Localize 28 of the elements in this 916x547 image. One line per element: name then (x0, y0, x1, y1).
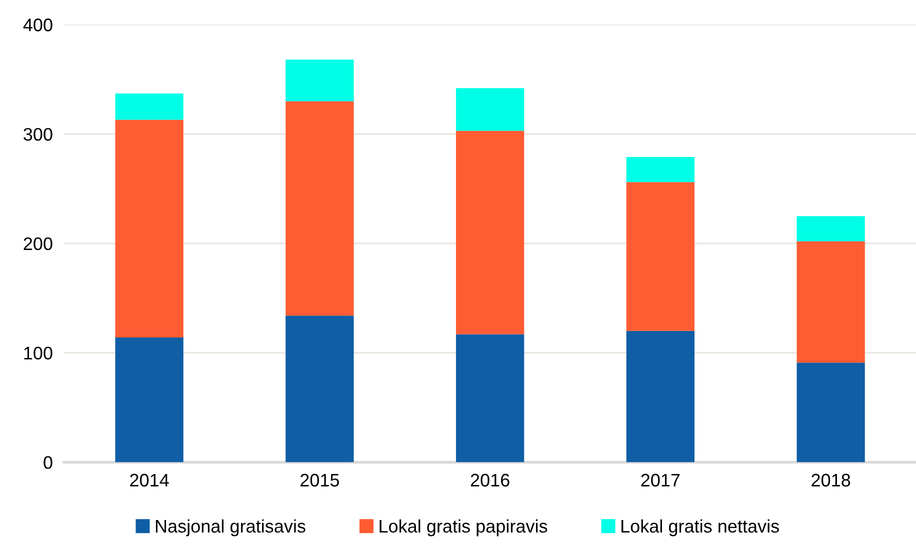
bar (456, 130, 524, 334)
legend-label: Lokal gratis nettavis (622, 519, 779, 536)
y-tick-label: 400 (23, 18, 52, 32)
bar (286, 101, 354, 316)
bar (796, 362, 865, 462)
y-tick-label: 300 (24, 128, 52, 141)
bar (626, 330, 695, 462)
bar (286, 316, 354, 462)
legend-label: Lokal gratis papiravis (380, 519, 548, 536)
bar (626, 156, 695, 182)
x-tick-label: 2016 (470, 474, 510, 487)
bar (115, 94, 184, 120)
legend-label: Nasjonal gratisavis (156, 519, 306, 536)
x-tick-label: 2017 (641, 474, 680, 487)
bar (115, 120, 184, 338)
y-tick-label: 100 (24, 346, 52, 360)
x-tick-label: 2015 (300, 474, 340, 487)
x-tick-label: 2018 (812, 474, 850, 487)
bar (115, 338, 184, 462)
bar (456, 334, 524, 462)
y-tick-label: 0 (44, 456, 52, 469)
y-tick-label: 200 (24, 237, 52, 250)
bar (796, 216, 865, 242)
bar (286, 60, 354, 102)
x-tick-label: 2014 (130, 474, 169, 487)
bar (796, 241, 865, 363)
bar (626, 182, 695, 331)
bar (456, 88, 524, 131)
